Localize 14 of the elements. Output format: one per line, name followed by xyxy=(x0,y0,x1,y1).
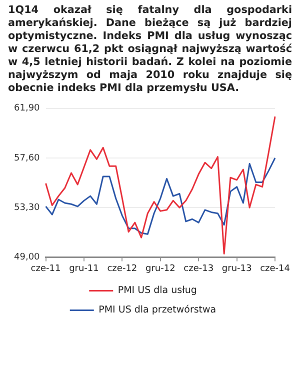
y-tick-label: 57,60 xyxy=(14,153,40,164)
x-tick-label: cze-12 xyxy=(107,264,138,274)
chart-title: 1Q14 okazał się fatalny dla gospodarki amerykańskiej. Dane bieżące są już bardziej optymistyczne. Indeks PMI dla usług wynosząc w czerwcu 61,2 pkt osiągnął najwyższą wartość w 4,5 letniej historii badań. Z kolei na poziomie najwyższym od maja 2010 roku znajduje się obecnie indeks PMI dla przemysłu USA. xyxy=(8,4,292,95)
x-tick-label: gru-13 xyxy=(222,264,252,274)
y-tick-label: 61,90 xyxy=(14,104,40,114)
y-tick-label: 53,30 xyxy=(14,202,40,213)
legend-label: PMI US dla przetwórstwa xyxy=(98,304,216,316)
x-tick-label: gru-11 xyxy=(69,264,99,274)
x-tick-label: cze-11 xyxy=(30,264,61,274)
legend-label: PMI US dla usług xyxy=(118,285,197,296)
y-tick-label: 49,00 xyxy=(14,252,40,263)
x-tick-label: cze-13 xyxy=(184,264,214,274)
x-tick-label: cze-14 xyxy=(260,264,290,274)
x-tick-label: gru-12 xyxy=(145,264,176,274)
